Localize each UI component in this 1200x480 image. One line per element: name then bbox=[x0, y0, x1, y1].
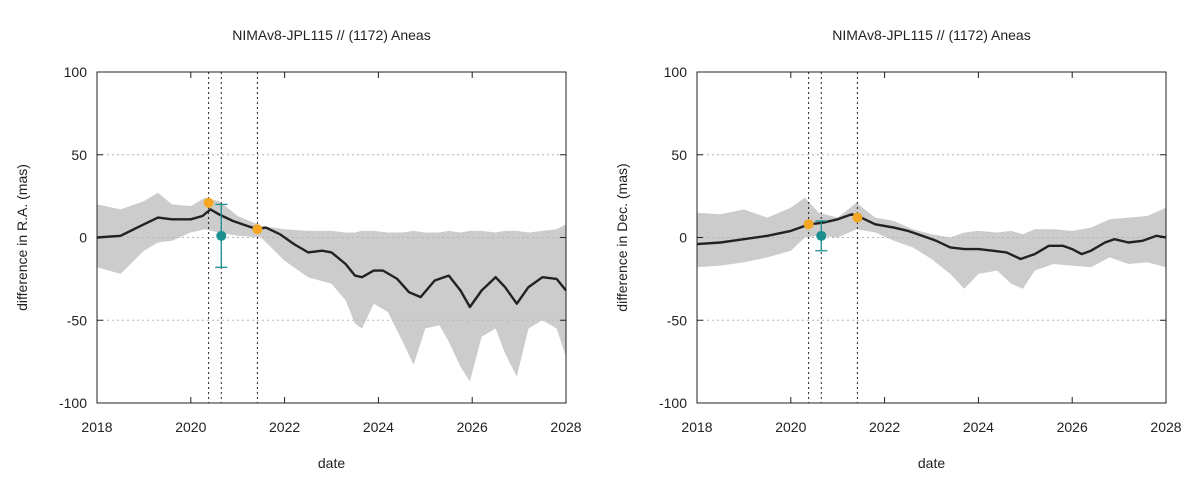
chart-1: NIMAv8-JPL115 // (1172) Aneas -100 -50 0 50 1… bbox=[14, 27, 582, 471]
difference-line bbox=[696, 213, 1167, 261]
uncertainty-band bbox=[697, 197, 1166, 289]
y-tick-label: -50 bbox=[667, 312, 687, 328]
chart-title: NIMAv8-JPL115 // (1172) Aneas bbox=[832, 27, 1030, 43]
y-tick-label: -100 bbox=[659, 395, 687, 411]
y-axis-label: difference in Dec. (mas) bbox=[614, 163, 630, 311]
chart-2: NIMAv8-JPL115 // (1172) Aneas -100 -50 0 50 1… bbox=[614, 27, 1182, 471]
x-tick-label: 2024 bbox=[363, 419, 394, 435]
x-tick-label: 2020 bbox=[775, 419, 806, 435]
teal-data-point bbox=[816, 230, 827, 241]
chart-title: NIMAv8-JPL115 // (1172) Aneas bbox=[232, 27, 430, 43]
x-axis-label: date bbox=[918, 455, 945, 471]
x-tick-label: 2024 bbox=[963, 419, 994, 435]
y-tick-label: -100 bbox=[59, 395, 87, 411]
x-tick-label: 2026 bbox=[457, 419, 488, 435]
y-tick-label: -50 bbox=[67, 312, 87, 328]
y-tick-label: 50 bbox=[71, 147, 87, 163]
x-tick-label: 2018 bbox=[81, 419, 112, 435]
orange-data-point bbox=[803, 219, 814, 230]
x-tick-label: 2020 bbox=[175, 419, 206, 435]
orange-data-point bbox=[203, 197, 214, 208]
y-tick-label: 50 bbox=[671, 147, 687, 163]
x-axis-label: date bbox=[318, 455, 345, 471]
teal-data-point bbox=[216, 230, 227, 241]
x-tick-label: 2018 bbox=[681, 419, 712, 435]
x-tick-label: 2022 bbox=[269, 419, 300, 435]
y-axis-label: difference in R.A. (mas) bbox=[14, 164, 30, 311]
x-tick-label: 2026 bbox=[1057, 419, 1088, 435]
x-tick-label: 2028 bbox=[550, 419, 581, 435]
y-tick-label: 100 bbox=[64, 64, 88, 80]
y-tick-label: 0 bbox=[79, 230, 87, 246]
x-tick-label: 2028 bbox=[1150, 419, 1181, 435]
y-tick-label: 100 bbox=[664, 64, 688, 80]
y-tick-label: 0 bbox=[679, 230, 687, 246]
orange-data-point bbox=[252, 224, 263, 235]
difference-line bbox=[96, 208, 567, 309]
uncertainty-band bbox=[97, 192, 566, 382]
orange-data-point bbox=[852, 212, 863, 223]
x-tick-label: 2022 bbox=[869, 419, 900, 435]
